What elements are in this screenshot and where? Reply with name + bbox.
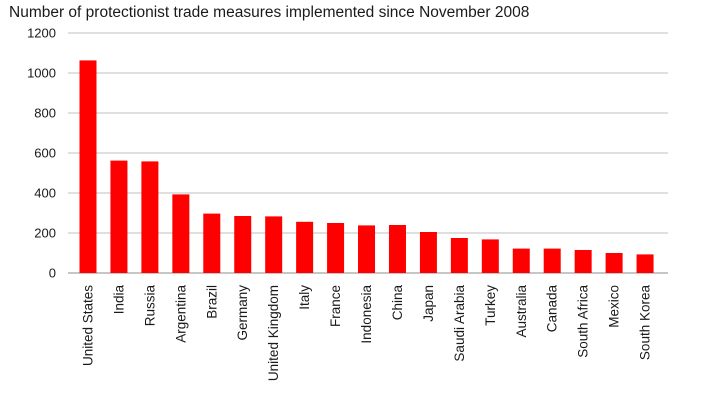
x-tick-label: United Kingdom [266,285,281,381]
x-tick-label: Turkey [483,285,498,326]
y-tick-label: 0 [49,266,56,281]
x-axis-tick-labels: United States India Russia Argentina Brazil G… [81,285,653,382]
x-tick-label: China [390,285,405,321]
y-tick-label: 600 [34,146,56,161]
x-tick-label: France [328,285,343,327]
bars [79,60,654,274]
bar [419,232,437,273]
y-tick-label: 400 [34,186,56,201]
bar [605,253,623,273]
x-tick-label: Germany [235,285,250,341]
bar [512,248,530,273]
bar [234,216,252,273]
x-tick-label: United States [81,285,96,366]
bar [358,225,376,273]
x-tick-label: Russia [142,285,157,327]
bar [543,248,561,273]
bar [79,60,97,274]
x-tick-label: Japan [421,285,436,322]
y-axis-tick-labels: 0 200 400 600 800 1000 1200 [27,26,56,281]
y-tick-label: 800 [34,106,56,121]
bar [327,223,345,273]
x-tick-label: Argentina [173,285,188,343]
chart-title: Number of protectionist trade measures i… [9,4,530,21]
x-tick-label: South Korea [638,285,653,361]
bar [203,213,221,273]
bar [172,194,190,273]
bar [141,161,159,273]
x-tick-label: India [111,285,126,315]
x-tick-label: Italy [297,285,312,310]
bar [574,250,592,273]
bar [265,216,283,273]
x-tick-label: Saudi Arabia [452,285,467,362]
bar [296,221,314,273]
x-tick-label: Brazil [204,285,219,319]
y-tick-label: 200 [34,226,56,241]
bar [110,160,128,273]
y-tick-label: 1200 [27,26,56,41]
bar [481,239,499,273]
bar [450,238,468,273]
x-tick-label: Canada [545,285,560,333]
bar [636,254,654,273]
y-tick-label: 1000 [27,66,56,81]
x-tick-label: Indonesia [359,285,374,344]
x-tick-label: Mexico [607,285,622,328]
bar [388,225,406,273]
x-tick-label: South Africa [576,285,591,358]
x-tick-label: Australia [514,285,529,338]
